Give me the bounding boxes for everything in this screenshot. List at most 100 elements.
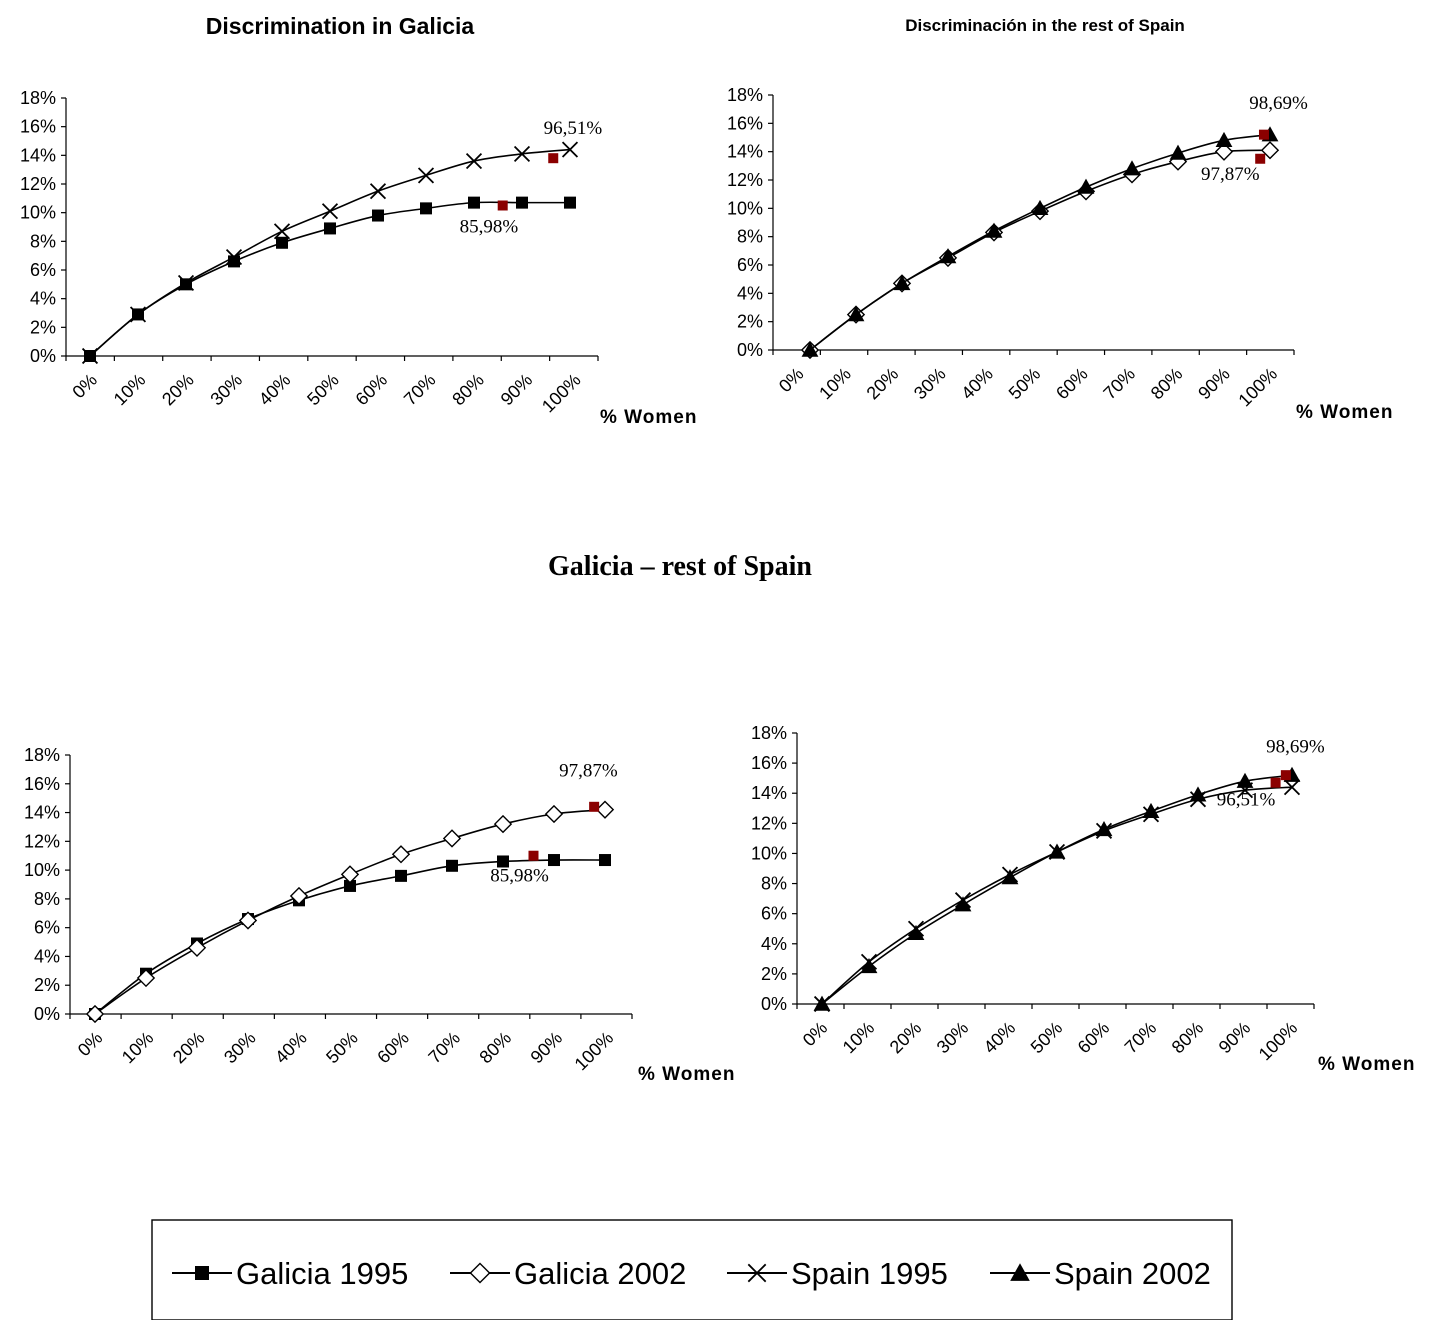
y-tick-label: 14% (24, 803, 60, 823)
x-tick-label: 30% (910, 364, 950, 404)
x-tick-label: 70% (1099, 364, 1139, 404)
data-point (468, 196, 480, 209)
x-tick-label: 20% (158, 370, 198, 410)
y-tick-label: 12% (751, 813, 787, 833)
series-spain-1995 (813, 779, 1301, 1013)
x-tick-label: 0% (74, 1028, 107, 1061)
x-tick-label: 10% (839, 1018, 879, 1058)
y-tick-label: 4% (34, 946, 60, 966)
data-point (1215, 131, 1233, 148)
x-tick-label: 0% (799, 1018, 832, 1051)
legend-marker (747, 1263, 767, 1283)
legend-item-spain-1995: Spain 1995 (727, 1256, 948, 1291)
x-tick-label: 70% (400, 370, 440, 410)
data-point (276, 236, 288, 249)
data-point (238, 911, 258, 930)
data-point (595, 800, 615, 819)
x-tick-label: 60% (1074, 1018, 1114, 1058)
data-point (344, 879, 356, 892)
y-tick-label: 12% (727, 170, 763, 190)
x-tick-label: 90% (497, 370, 537, 410)
y-tick-label: 10% (751, 843, 787, 863)
data-point (417, 167, 435, 184)
highlight-point (548, 153, 559, 164)
chart-title: Discriminación in the rest of Spain (905, 16, 1185, 35)
x-tick-label: 100% (538, 370, 585, 417)
highlight-point (528, 850, 539, 861)
chart-1: Discrimination in Galicia 0% 2% 4% 6% 8% 10% 12… (20, 13, 696, 428)
y-tick-label: 0% (30, 346, 56, 366)
data-point (860, 957, 878, 974)
y-tick-label: 10% (24, 860, 60, 880)
data-point (1260, 141, 1280, 160)
data-point (1095, 820, 1113, 837)
highlight-point (1280, 770, 1291, 781)
data-point (372, 209, 384, 222)
y-tick-label: 8% (34, 889, 60, 909)
x-tick-label: 40% (271, 1028, 311, 1068)
data-point (1189, 786, 1207, 802)
y-tick-label: 4% (737, 283, 763, 303)
data-point (391, 845, 411, 864)
data-point (985, 222, 1003, 238)
legend-marker (469, 1262, 491, 1284)
data-point (1283, 779, 1301, 796)
data-point (561, 141, 579, 158)
data-point (324, 222, 336, 235)
x-tick-label: 50% (322, 1028, 362, 1068)
y-tick-label: 0% (34, 1004, 60, 1024)
y-tick-label: 8% (737, 227, 763, 247)
y-tick-label: 18% (751, 723, 787, 743)
data-point (939, 248, 957, 264)
data-point (893, 275, 911, 291)
x-tick-label: 40% (255, 370, 295, 410)
y-tick-label: 16% (751, 753, 787, 773)
legend-marker (1010, 1263, 1030, 1281)
x-axis-label: % Women (638, 1064, 735, 1085)
annotation-label: 96,51% (544, 118, 603, 139)
y-tick-label: 12% (20, 174, 56, 194)
data-point (548, 854, 560, 867)
highlight-point (1255, 153, 1266, 164)
chart-4: 0%2%4%6%8%10%12%14%16%18%0% 10% 20% 30% 40% 5… (751, 723, 1414, 1075)
x-tick-label: 80% (448, 370, 488, 410)
data-point (564, 196, 576, 209)
y-tick-label: 0% (737, 340, 763, 360)
x-axis-label: % Women (1296, 402, 1393, 423)
annotation-label: 98,69% (1249, 93, 1308, 114)
data-point (1236, 772, 1254, 788)
legend-box (151, 1219, 1233, 1320)
x-tick-label: 100% (1234, 364, 1281, 411)
chart-2: Discriminación in the rest of Spain 0% 2% 4… (727, 16, 1393, 423)
y-tick-label: 10% (727, 198, 763, 218)
x-tick-label: 90% (1215, 1018, 1255, 1058)
y-tick-label: 8% (761, 874, 787, 894)
data-point (1048, 843, 1066, 859)
highlight-point (497, 200, 508, 211)
legend-label: Spain 2002 (1054, 1256, 1211, 1291)
data-point (497, 855, 509, 868)
x-tick-label: 100% (1255, 1018, 1302, 1065)
x-tick-label: 90% (527, 1028, 567, 1068)
y-tick-label: 10% (20, 203, 56, 223)
highlight-point (1270, 777, 1281, 788)
y-tick-label: 18% (20, 88, 56, 108)
data-point (81, 347, 99, 365)
y-tick-label: 2% (761, 964, 787, 984)
y-tick-label: 6% (34, 918, 60, 938)
series-spain-2002 (801, 126, 1279, 357)
x-tick-label: 50% (303, 370, 343, 410)
x-tick-label: 30% (933, 1018, 973, 1058)
data-point (1031, 199, 1049, 216)
y-tick-label: 16% (24, 774, 60, 794)
y-tick-label: 0% (761, 994, 787, 1014)
highlight-point (589, 801, 600, 812)
y-tick-label: 6% (761, 904, 787, 924)
data-point (340, 865, 360, 884)
data-point (321, 203, 339, 220)
x-tick-label: 90% (1194, 364, 1234, 404)
data-point (813, 995, 831, 1011)
y-tick-label: 14% (20, 145, 56, 165)
data-point (136, 968, 156, 988)
data-point (1142, 802, 1160, 819)
